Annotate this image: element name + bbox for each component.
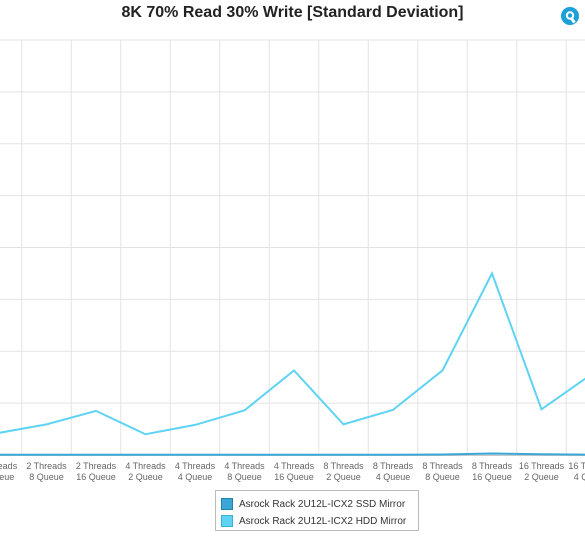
series-layer xyxy=(0,270,585,456)
legend: Asrock Rack 2U12L-ICX2 SSD Mirror Asrock… xyxy=(215,490,419,531)
legend-label-hdd-mirror: Asrock Rack 2U12L-ICX2 HDD Mirror xyxy=(239,515,407,527)
legend-swatch-hdd-mirror xyxy=(221,515,233,527)
x-tick-label: 4 Threads 4 Queue xyxy=(175,461,216,482)
chart-title: 8K 70% Read 30% Write [Standard Deviatio… xyxy=(121,4,464,21)
brand-logo-icon xyxy=(561,7,579,25)
x-tick-label: 8 Threads 16 Queue xyxy=(472,461,513,482)
grid-lines xyxy=(0,39,585,456)
x-tick-label: 4 Threads 16 Queue xyxy=(274,461,315,482)
x-tick-label: 8 Threads 8 Queue xyxy=(422,461,463,482)
legend-item-hdd-mirror[interactable]: Asrock Rack 2U12L-ICX2 HDD Mirror xyxy=(221,513,406,529)
legend-item-ssd-mirror[interactable]: Asrock Rack 2U12L-ICX2 SSD Mirror xyxy=(221,496,405,512)
x-tick-label: 8 Threads 2 Queue xyxy=(323,461,364,482)
x-tick-label: 4 Threads 2 Queue xyxy=(125,461,166,482)
x-tick-label: 2 Threads 8 Queue xyxy=(26,461,67,482)
legend-label-ssd-mirror: Asrock Rack 2U12L-ICX2 SSD Mirror xyxy=(239,498,406,510)
x-tick-label: 16 Threads 2 Queue xyxy=(519,461,565,482)
x-tick-label: 4 Threads 8 Queue xyxy=(224,461,265,482)
x-tick-label: 8 Threads 4 Queue xyxy=(373,461,414,482)
series-line-hdd-mirror xyxy=(0,270,585,436)
legend-swatch-ssd-mirror xyxy=(221,498,233,510)
x-tick-label: 2 Threads 16 Queue xyxy=(76,461,117,482)
